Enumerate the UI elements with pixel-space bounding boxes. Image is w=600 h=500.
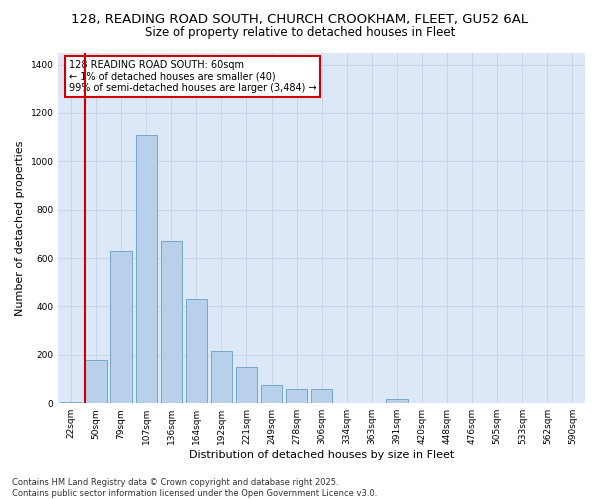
Text: 128, READING ROAD SOUTH, CHURCH CROOKHAM, FLEET, GU52 6AL: 128, READING ROAD SOUTH, CHURCH CROOKHAM… bbox=[71, 12, 529, 26]
Bar bbox=[236, 367, 257, 403]
Text: 128 READING ROAD SOUTH: 60sqm
← 1% of detached houses are smaller (40)
99% of se: 128 READING ROAD SOUTH: 60sqm ← 1% of de… bbox=[69, 60, 317, 92]
Bar bbox=[85, 360, 107, 403]
Bar bbox=[261, 385, 282, 403]
Text: Size of property relative to detached houses in Fleet: Size of property relative to detached ho… bbox=[145, 26, 455, 39]
Bar bbox=[311, 388, 332, 403]
X-axis label: Distribution of detached houses by size in Fleet: Distribution of detached houses by size … bbox=[189, 450, 454, 460]
Bar bbox=[60, 402, 82, 403]
Y-axis label: Number of detached properties: Number of detached properties bbox=[15, 140, 25, 316]
Bar bbox=[161, 241, 182, 403]
Bar bbox=[211, 351, 232, 403]
Bar bbox=[386, 399, 407, 403]
Bar bbox=[185, 299, 207, 403]
Text: Contains HM Land Registry data © Crown copyright and database right 2025.
Contai: Contains HM Land Registry data © Crown c… bbox=[12, 478, 377, 498]
Bar bbox=[110, 251, 132, 403]
Bar bbox=[136, 134, 157, 403]
Bar bbox=[286, 388, 307, 403]
